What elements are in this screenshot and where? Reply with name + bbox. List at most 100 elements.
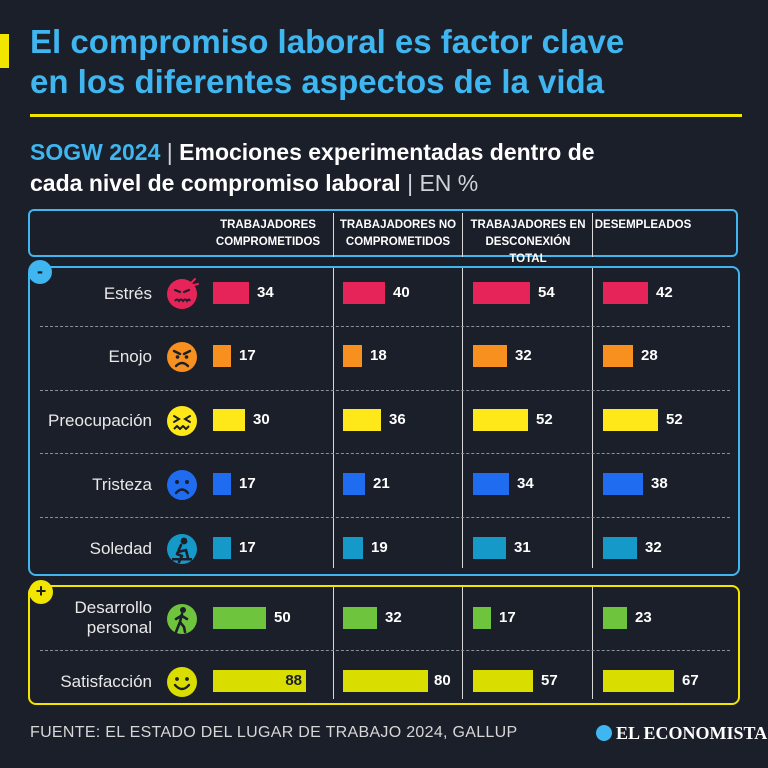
angry-face-icon [165,340,199,374]
row-divider [40,650,730,651]
bar [343,537,363,559]
bar [473,473,509,495]
bar [603,409,658,431]
bar [473,670,533,692]
row-label: Enojo [108,347,152,366]
negative-emotions-panel [28,266,740,576]
data-label: 40 [393,284,410,301]
walking-person-icon [165,602,199,636]
bar [473,537,506,559]
column-separator [462,587,463,699]
column-separator [333,213,334,257]
source-note: FUENTE: EL ESTADO DEL LUGAR DE TRABAJO 2… [30,724,518,741]
column-header-line-1: DESEMPLEADOS [594,219,692,231]
column-header-4: DESEMPLEADOS [583,217,703,234]
data-label: 32 [385,609,402,626]
title-line-1: El compromiso laboral es factor clave [30,23,625,60]
data-label: 32 [645,539,662,556]
row-label: Preocupación [48,411,152,430]
bar [213,409,245,431]
bar [603,282,648,304]
column-separator [333,587,334,699]
bar [473,607,491,629]
row-label: Estrés [103,284,152,303]
column-header-line-1: TRABAJADORES EN [470,219,586,231]
title-line-2: en los diferentes aspectos de la vida [30,63,605,100]
data-label: 88 [285,672,302,689]
data-label: 32 [515,347,532,364]
data-label: 80 [434,672,451,689]
data-label: 31 [514,539,531,556]
bar [213,607,266,629]
data-label: 21 [373,475,390,492]
data-label: 17 [239,475,256,492]
column-header-3: TRABAJADORES EN DESCONEXIÓN TOTAL [468,217,588,268]
row-label: Satisfacción [60,672,152,691]
data-label: 50 [274,609,291,626]
bar [343,409,381,431]
bar [473,409,528,431]
column-separator [592,268,593,568]
row-label: Soledad [89,539,152,558]
bar [473,282,530,304]
row-divider [40,453,730,454]
column-separator [592,587,593,699]
data-label: 34 [257,284,274,301]
row-divider [40,326,730,327]
bar [603,537,637,559]
data-label: 67 [682,672,699,689]
data-label: 30 [253,411,270,428]
subtitle-main-1: Emociones experimentadas dentro de [179,139,595,165]
data-label: 57 [541,672,558,689]
row-label-line-1: Desarrollo [74,598,152,617]
bar [343,282,385,304]
column-header-1: TRABAJADORES COMPROMETIDOS [208,217,328,251]
smiling-face-icon [165,665,199,699]
sad-face-icon [165,468,199,502]
column-header-2: TRABAJADORES NO COMPROMETIDOS [338,217,458,251]
bar [213,537,231,559]
column-separator [462,268,463,568]
logo-text: EL ECONOMISTA [616,723,768,743]
title-divider [30,114,742,117]
bar [603,670,674,692]
bar [213,282,249,304]
data-label: 19 [371,539,388,556]
bar [343,473,365,495]
subtitle-main-2: cada nivel de compromiso laboral [30,170,401,196]
data-label: 38 [651,475,668,492]
column-header-line-2: COMPROMETIDOS [215,236,321,248]
data-label: 17 [499,609,516,626]
positive-badge: + [29,580,53,604]
row-divider [40,517,730,518]
worried-face-icon [165,404,199,438]
subtitle-unit: | EN % [407,170,479,196]
subtitle-tag: SOGW 2024 [30,139,161,165]
bar [213,345,231,367]
bar [603,607,627,629]
row-label: Desarrollo personal [42,598,152,638]
stressed-face-icon [165,277,199,311]
data-label: 17 [239,347,256,364]
column-header-line-1: TRABAJADORES NO [339,219,457,231]
bar [603,473,643,495]
publisher-logo: EL ECONOMISTA [596,723,767,744]
data-label: 42 [656,284,673,301]
column-separator [592,213,593,257]
lonely-person-icon [165,532,199,566]
data-label: 52 [536,411,553,428]
data-label: 28 [641,347,658,364]
chart-subtitle: SOGW 2024 | Emociones experimentadas den… [30,137,750,199]
data-label: 23 [635,609,652,626]
data-label: 18 [370,347,387,364]
data-label: 36 [389,411,406,428]
bar [603,345,633,367]
negative-badge: - [28,260,52,284]
bar [213,473,231,495]
bar [343,607,377,629]
column-separator [462,213,463,257]
page-title: El compromiso laboral es factor clave en… [30,22,750,102]
positive-emotions-panel [28,585,740,705]
bar [343,345,362,367]
column-header-box [28,209,738,257]
